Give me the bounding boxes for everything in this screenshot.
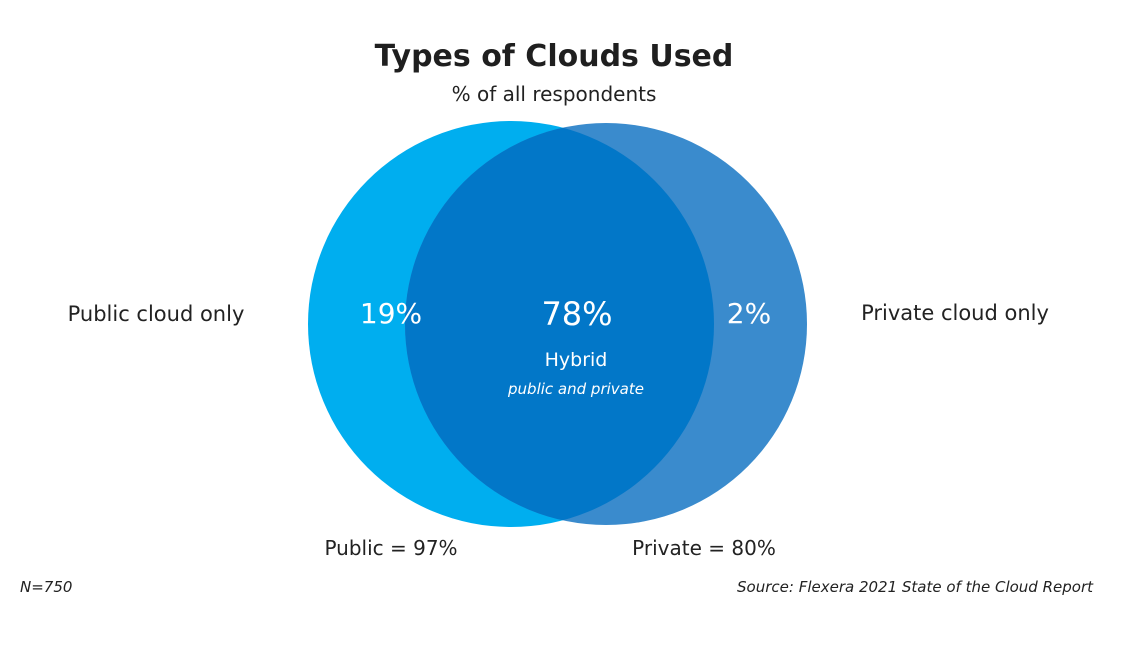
private-only-label: Private cloud only [861, 301, 1049, 325]
hybrid-label: Hybrid [545, 349, 608, 371]
public-only-label: Public cloud only [68, 302, 245, 326]
private-only-value: 2% [727, 297, 771, 330]
hybrid-value: 78% [541, 295, 612, 333]
chart-subtitle: % of all respondents [452, 82, 657, 106]
public-only-value: 19% [360, 297, 422, 330]
public-total: Public = 97% [324, 536, 457, 560]
sample-size: N=750 [20, 578, 72, 596]
source-note: Source: Flexera 2021 State of the Cloud … [737, 578, 1094, 596]
hybrid-sublabel: public and private [507, 380, 644, 398]
private-total: Private = 80% [632, 536, 776, 560]
chart-title: Types of Clouds Used [375, 39, 734, 74]
